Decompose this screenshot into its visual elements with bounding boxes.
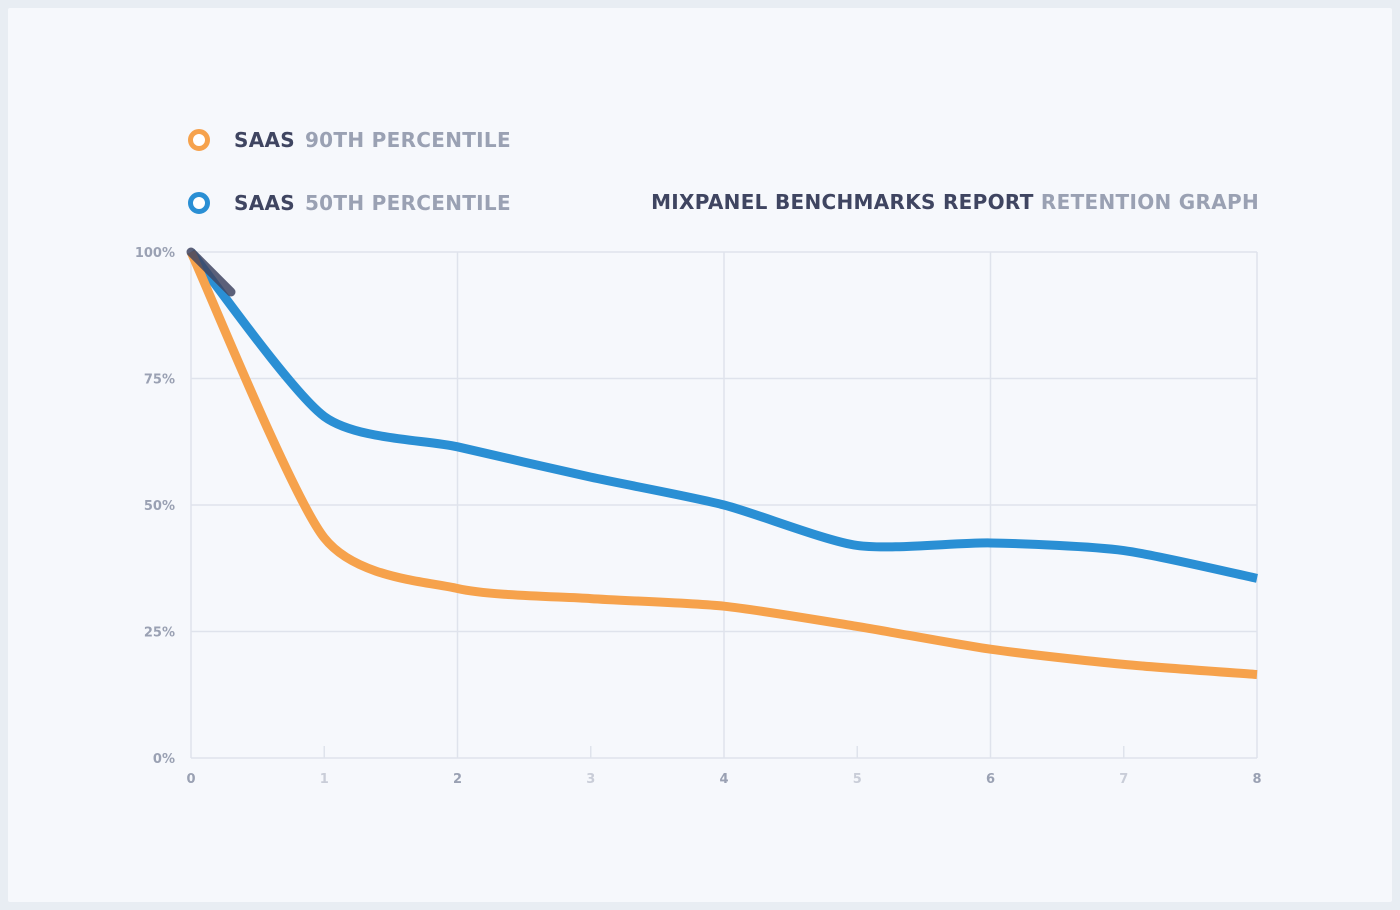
x-tick-label: 0	[186, 772, 195, 787]
legend-label-primary: SAAS	[234, 128, 295, 152]
x-tick-label: 2	[453, 772, 462, 787]
series-line-50th	[187, 249, 1258, 583]
report-title-secondary: RETENTION GRAPH	[1040, 190, 1259, 214]
ring-marker-icon	[188, 192, 210, 214]
x-tick-label: 5	[853, 772, 862, 787]
x-tick-label: 3	[586, 772, 595, 787]
series-line-90th	[186, 250, 1258, 679]
report-title: MIXPANEL BENCHMARKS REPORT RETENTION GRA…	[651, 190, 1259, 214]
ring-marker-icon	[188, 129, 210, 151]
legend-item-50th: SAAS 50TH PERCENTILE	[188, 191, 511, 215]
report-title-primary: MIXPANEL BENCHMARKS REPORT	[651, 190, 1034, 214]
y-tick-label: 75%	[144, 373, 175, 388]
y-tick-label: 0%	[153, 752, 175, 767]
series-start-segment	[186, 247, 236, 297]
legend-label-primary: SAAS	[234, 191, 295, 215]
x-tick-label: 8	[1252, 772, 1261, 787]
y-tick-label: 100%	[135, 246, 175, 261]
x-tick-label: 6	[986, 772, 995, 787]
x-tick-label: 1	[320, 772, 329, 787]
x-tick-label: 4	[719, 772, 728, 787]
y-tick-label: 25%	[144, 626, 175, 641]
chart-card	[8, 8, 1392, 902]
x-tick-label: 7	[1119, 772, 1128, 787]
legend-item-90th: SAAS 90TH PERCENTILE	[188, 128, 511, 152]
y-tick-label: 50%	[144, 499, 175, 514]
legend-label-secondary: 90TH PERCENTILE	[304, 128, 511, 152]
legend-label-secondary: 50TH PERCENTILE	[304, 191, 511, 215]
